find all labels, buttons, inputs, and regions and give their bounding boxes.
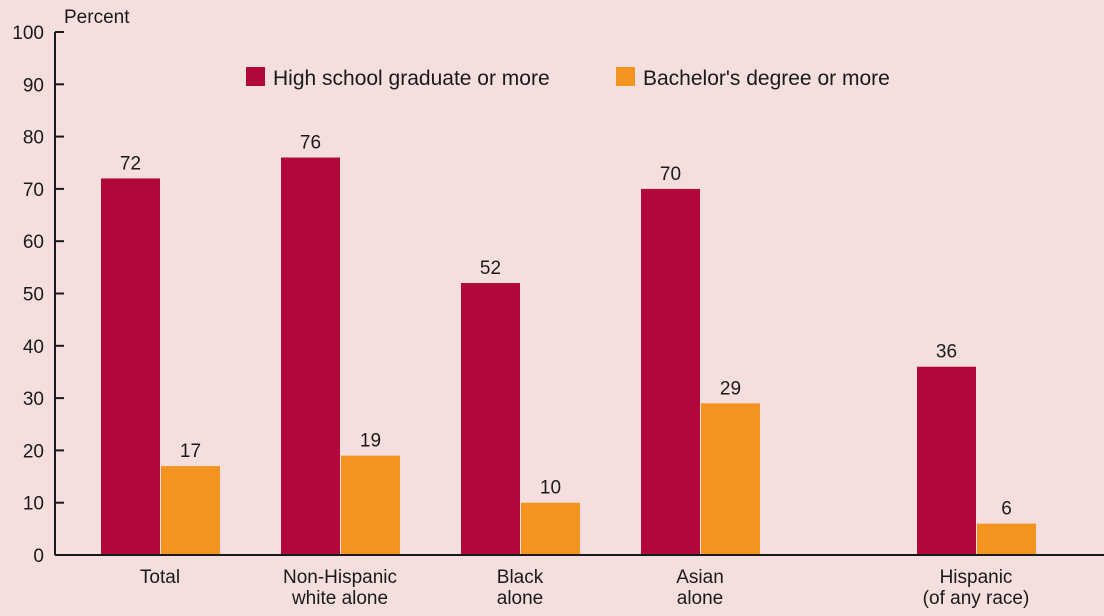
- category-label: Hispanic: [940, 567, 1013, 588]
- y-tick-label: 90: [23, 75, 44, 96]
- bar: [521, 502, 580, 555]
- y-tick-label: 70: [23, 180, 44, 201]
- y-tick-label: 100: [12, 23, 44, 44]
- category-label: alone: [677, 588, 724, 609]
- legend-label-bachelors: Bachelor's degree or more: [643, 67, 890, 90]
- legend: High school graduate or more Bachelor's …: [246, 67, 890, 90]
- bar: [461, 283, 520, 555]
- category-label: (of any race): [923, 588, 1030, 609]
- legend-swatch-high-school: [246, 67, 265, 86]
- y-axis: 0 10 20 30 40 50 60 70 80 90 100: [12, 23, 64, 567]
- legend-label-high-school: High school graduate or more: [273, 67, 550, 90]
- data-label: 72: [120, 153, 141, 174]
- bar: [641, 188, 700, 555]
- bar: [977, 523, 1036, 555]
- y-tick-label: 60: [23, 232, 44, 253]
- y-axis-title: Percent: [64, 7, 130, 28]
- data-label: 6: [1001, 499, 1012, 520]
- bar: [701, 403, 760, 555]
- data-label: 36: [936, 342, 957, 363]
- y-tick-label: 80: [23, 128, 44, 149]
- category-label: Total: [140, 567, 180, 588]
- category-label: Non-Hispanic: [283, 567, 397, 588]
- bar: [341, 455, 400, 555]
- y-tick-label: 20: [23, 441, 44, 462]
- data-label: 17: [180, 441, 201, 462]
- data-label: 70: [660, 164, 681, 185]
- category-label: Black: [497, 567, 544, 588]
- data-label: 19: [360, 431, 381, 452]
- y-tick-label: 10: [23, 494, 44, 515]
- value-labels: 72 17 76 19 52 10 70 29 36 6: [120, 133, 1012, 520]
- bar: [281, 157, 340, 555]
- category-label: white alone: [291, 588, 388, 609]
- data-label: 29: [720, 378, 741, 399]
- y-tick-label: 30: [23, 389, 44, 410]
- data-label: 10: [540, 478, 561, 499]
- category-label: alone: [497, 588, 544, 609]
- bar: [101, 178, 160, 555]
- bar: [161, 466, 220, 555]
- y-tick-label: 0: [33, 546, 44, 567]
- data-label: 76: [300, 133, 321, 154]
- bar: [917, 366, 976, 555]
- data-label: 52: [480, 258, 501, 279]
- category-label: Asian: [676, 567, 724, 588]
- legend-swatch-bachelors: [616, 67, 635, 86]
- y-tick-label: 50: [23, 285, 44, 306]
- y-tick-label: 40: [23, 337, 44, 358]
- bars: [101, 157, 1036, 555]
